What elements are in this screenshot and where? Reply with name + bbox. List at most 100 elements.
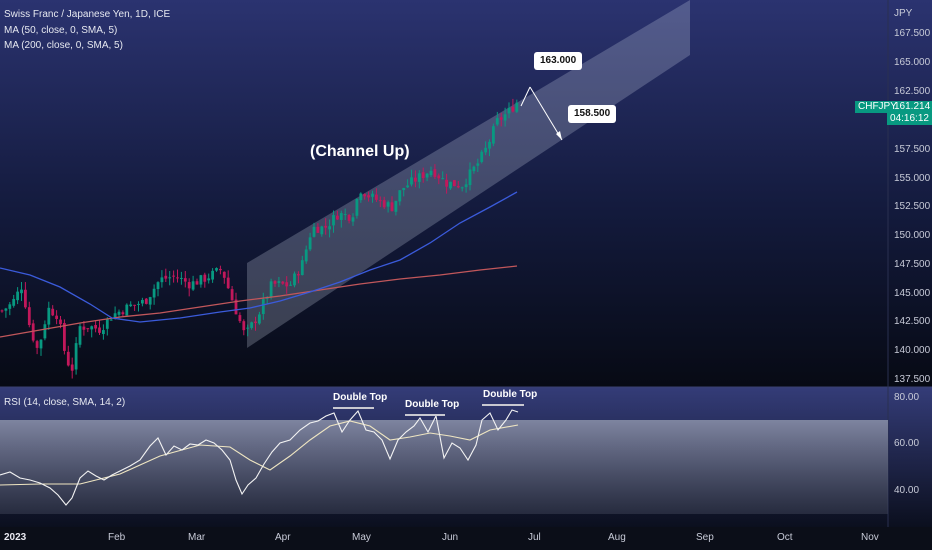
candle-body bbox=[8, 304, 12, 309]
candle-body bbox=[164, 275, 168, 279]
last-price-value: 161.214 bbox=[894, 101, 931, 112]
candle-body bbox=[386, 202, 390, 207]
candle-body bbox=[297, 274, 300, 276]
candle-body bbox=[63, 323, 66, 351]
candle-body bbox=[398, 190, 402, 202]
candle-body bbox=[390, 202, 394, 212]
rsi-axis-label: 80.00 bbox=[894, 392, 920, 403]
candle-body bbox=[480, 151, 484, 163]
ma200-line[interactable] bbox=[0, 265, 518, 338]
candle-body bbox=[371, 193, 374, 197]
candle-body bbox=[456, 185, 460, 188]
candle-body bbox=[484, 147, 487, 153]
candle-body bbox=[273, 281, 277, 284]
candle-body bbox=[183, 278, 187, 282]
time-axis-label: 2023 bbox=[4, 532, 27, 543]
time-axis-label: Jul bbox=[528, 532, 541, 543]
channel-up-label[interactable]: (Channel Up) bbox=[310, 143, 410, 160]
price-axis-label: 167.500 bbox=[894, 28, 931, 39]
candle-body bbox=[90, 326, 94, 330]
time-axis-label: Sep bbox=[696, 532, 714, 543]
candle-body bbox=[417, 173, 421, 182]
candle-body bbox=[215, 268, 218, 271]
candlestick-series bbox=[0, 98, 519, 379]
price-axis-label: 140.000 bbox=[894, 345, 931, 356]
target-low-callout[interactable]: 158.500 bbox=[568, 105, 617, 123]
ma200-legend[interactable]: MA (200, close, 0, SMA, 5) bbox=[4, 40, 123, 51]
candle-body bbox=[445, 179, 448, 187]
candle-body bbox=[199, 275, 203, 285]
time-axis-label: Aug bbox=[608, 532, 626, 543]
candle-body bbox=[336, 215, 339, 220]
candle-body bbox=[394, 200, 398, 212]
ma50-line[interactable] bbox=[0, 191, 518, 323]
symbol-title[interactable]: Swiss Franc / Japanese Yen, 1D, ICE bbox=[4, 9, 171, 20]
time-axis-label: Oct bbox=[777, 532, 793, 543]
candle-body bbox=[492, 126, 495, 144]
bar-countdown: 04:16:12 bbox=[887, 113, 932, 125]
candle-body bbox=[59, 319, 62, 325]
rsi-line[interactable] bbox=[0, 409, 519, 506]
candle-body bbox=[488, 141, 491, 149]
candle-body bbox=[367, 195, 370, 198]
price-axis-label: 152.500 bbox=[894, 201, 931, 212]
price-axis-label: 145.000 bbox=[894, 288, 931, 299]
rsi-axis-label: 60.00 bbox=[894, 438, 920, 449]
candle-body bbox=[211, 270, 214, 280]
rsi-legend[interactable]: RSI (14, close, SMA, 14, 2) bbox=[4, 397, 126, 408]
candle-body bbox=[495, 118, 499, 125]
candle-body bbox=[129, 304, 133, 307]
candle-body bbox=[109, 319, 113, 321]
price-axis-label: 150.000 bbox=[894, 230, 931, 241]
time-axis-label: Nov bbox=[861, 532, 879, 543]
candle-body bbox=[180, 277, 183, 279]
double-top-label-1[interactable]: Double Top bbox=[333, 392, 388, 403]
projection-arrow bbox=[529, 86, 563, 141]
candle-body bbox=[176, 277, 179, 279]
candle-body bbox=[0, 310, 4, 312]
price-axis-label: 147.500 bbox=[894, 259, 931, 270]
candle-body bbox=[35, 341, 39, 348]
time-axis-label: Mar bbox=[188, 532, 206, 543]
candle-body bbox=[207, 278, 211, 281]
candle-body bbox=[402, 187, 406, 191]
candle-body bbox=[277, 281, 281, 283]
candle-body bbox=[133, 304, 136, 306]
candle-body bbox=[195, 281, 199, 285]
time-axis-label: May bbox=[352, 532, 371, 543]
double-top-label-3[interactable]: Double Top bbox=[483, 389, 538, 400]
candle-body bbox=[16, 291, 19, 301]
channel-up-shape[interactable] bbox=[247, 0, 690, 348]
candle-body bbox=[250, 322, 253, 328]
double-top-label-2[interactable]: Double Top bbox=[405, 399, 460, 410]
candle-body bbox=[121, 312, 125, 315]
price-axis-label: 157.500 bbox=[894, 144, 931, 155]
target-high-callout[interactable]: 163.000 bbox=[534, 52, 583, 70]
candle-body bbox=[12, 298, 16, 306]
ma50-legend[interactable]: MA (50, close, 0, SMA, 5) bbox=[4, 25, 118, 36]
candle-body bbox=[117, 311, 121, 315]
candle-body bbox=[226, 277, 230, 289]
price-axis-currency: JPY bbox=[894, 8, 913, 19]
candle-body bbox=[343, 214, 347, 216]
candle-body bbox=[285, 282, 289, 287]
candle-body bbox=[359, 193, 363, 201]
candle-body bbox=[378, 200, 382, 202]
candle-body bbox=[102, 330, 105, 335]
candle-body bbox=[4, 308, 8, 311]
candle-body bbox=[324, 225, 328, 228]
candle-body bbox=[269, 281, 273, 297]
candle-body bbox=[300, 260, 304, 276]
candle-body bbox=[320, 226, 324, 235]
candle-body bbox=[304, 249, 308, 262]
candle-body bbox=[293, 273, 296, 286]
candle-body bbox=[230, 289, 234, 301]
rsi-axis-label: 40.00 bbox=[894, 485, 920, 496]
rsi-ma-line[interactable] bbox=[0, 420, 519, 486]
candle-body bbox=[105, 319, 109, 329]
price-axis-label: 137.500 bbox=[894, 374, 931, 385]
projection-arrowhead-icon bbox=[556, 131, 562, 140]
candle-body bbox=[414, 177, 417, 182]
candle-body bbox=[238, 315, 242, 322]
